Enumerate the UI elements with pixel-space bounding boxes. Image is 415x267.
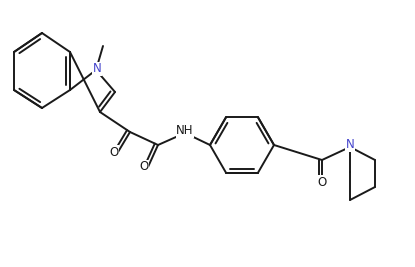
Text: N: N [346,139,354,151]
Text: O: O [139,160,149,174]
Text: NH: NH [176,124,194,138]
Text: O: O [317,175,327,189]
Text: N: N [93,62,101,76]
Text: O: O [110,146,119,159]
